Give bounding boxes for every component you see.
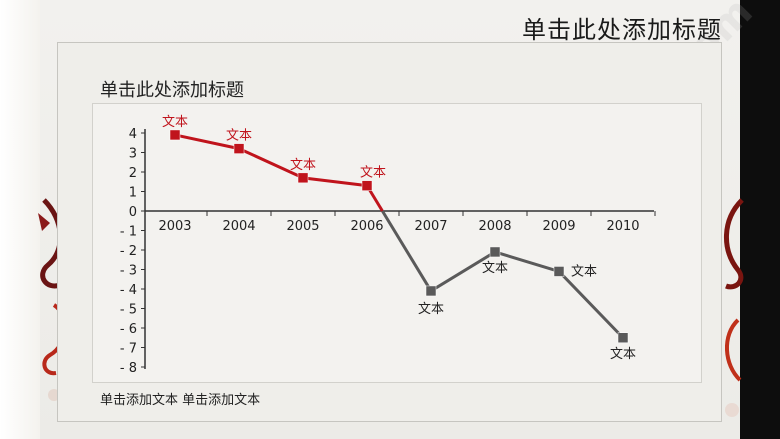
y-tick-label: 3: [129, 147, 137, 162]
data-point: [553, 266, 565, 277]
data-label: 文本: [162, 115, 188, 130]
data-label: 文本: [482, 261, 508, 276]
y-tick-label: 4: [129, 127, 137, 142]
data-point: [489, 246, 501, 258]
left-decor-band: [0, 0, 40, 439]
x-tick-label: 2010: [606, 219, 639, 234]
y-tick-label: 1: [129, 186, 137, 201]
data-label: 文本: [610, 347, 636, 362]
data-point: [169, 129, 181, 141]
data-label: 文本: [571, 264, 597, 279]
data-label: 文本: [418, 302, 444, 317]
slide-title[interactable]: 单击此处添加标题: [522, 16, 722, 44]
y-tick-label: - 8: [120, 361, 137, 376]
data-point: [425, 285, 437, 297]
y-tick-label: 0: [129, 205, 137, 220]
data-point: [233, 143, 245, 154]
series-segment: [302, 176, 368, 188]
y-tick-label: - 1: [120, 225, 137, 240]
x-tick-label: 2003: [158, 219, 191, 234]
plot-area: [92, 103, 702, 383]
x-tick-label: 2009: [542, 219, 575, 234]
x-tick-label: 2004: [222, 219, 255, 234]
data-point: [297, 172, 309, 184]
y-tick-label: - 4: [120, 283, 137, 298]
series-segment: [494, 250, 560, 273]
data-point: [361, 180, 373, 191]
series-segment: [430, 250, 496, 293]
y-tick-label: - 2: [120, 244, 137, 259]
data-label: 文本: [360, 166, 386, 181]
y-tick-label: - 7: [120, 342, 137, 357]
x-tick-label: 2007: [414, 219, 447, 234]
x-tick-label: 2008: [478, 219, 511, 234]
y-tick-label: - 5: [120, 303, 137, 318]
chart-title[interactable]: 单击此处添加标题: [100, 80, 244, 101]
series-segment: [238, 147, 304, 180]
y-tick-label: - 3: [120, 264, 137, 279]
series-segment: [174, 133, 240, 151]
data-point: [617, 332, 629, 343]
series-segment: [381, 210, 433, 292]
right-floral-ornament-icon: [724, 198, 744, 417]
x-tick-label: 2005: [286, 219, 319, 234]
y-tick-label: 2: [129, 166, 137, 181]
series-segment: [557, 270, 625, 339]
data-label: 文本: [290, 158, 316, 173]
data-label: 文本: [226, 129, 252, 144]
x-tick-label: 2006: [350, 219, 383, 234]
footer-text[interactable]: 单击添加文本 单击添加文本: [100, 393, 261, 408]
y-tick-label: - 6: [120, 322, 137, 337]
right-dark-band: [740, 0, 780, 439]
